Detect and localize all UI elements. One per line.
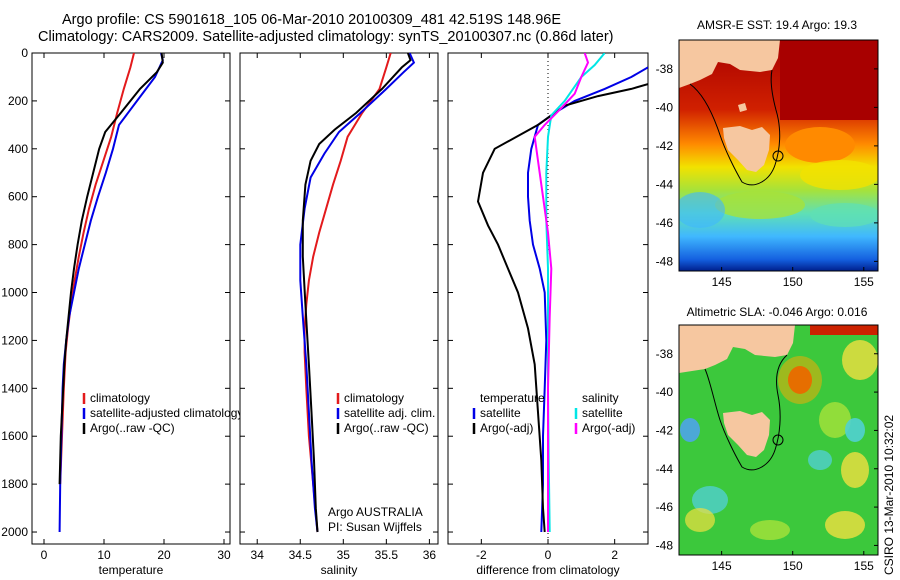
map-y-tick-label: -44 [656, 177, 674, 191]
series-line [527, 66, 648, 533]
y-tick-label: 2000 [1, 525, 28, 539]
series-line [301, 53, 412, 533]
y-tick-label: 1600 [1, 429, 28, 443]
y-tick-label: 800 [8, 238, 28, 252]
y-tick-label: 1200 [1, 333, 28, 347]
legend-label: climatology [344, 391, 404, 405]
x-tick-label: 30 [217, 548, 231, 562]
map-y-tick-label: -46 [656, 216, 674, 230]
x-tick-label: 0 [545, 548, 552, 562]
sst-tasmania [723, 126, 770, 172]
legend-label: satellite [582, 406, 623, 420]
x-tick-label: 35.5 [375, 548, 399, 562]
plot-frame [31, 52, 231, 545]
sla-map-title: Altimetric SLA: -0.046 Argo: 0.016 [687, 305, 868, 319]
sst-map-panel: AMSR-E SST: 19.4 Argo: 19.3 145 150 155 -38… [656, 18, 879, 289]
timestamp-stamp: CSIRO 13-Mar-2010 10:32:02 [882, 415, 896, 575]
x-tick-label: 36 [423, 548, 437, 562]
map-y-tick-label: -38 [656, 62, 674, 76]
series-line [476, 83, 648, 533]
map-y-tick-label: -42 [656, 139, 674, 153]
x-tick-label: 10 [97, 548, 111, 562]
legend-label: Argo(..raw -QC) [344, 421, 429, 435]
sla-argo-marker [772, 434, 784, 446]
legend-label: Argo(-adj) [582, 421, 635, 435]
x-tick-label: 34 [251, 548, 265, 562]
map-y-tick-label: -42 [656, 423, 674, 437]
sst-heatmap [679, 40, 878, 271]
y-tick-label: 0 [21, 46, 28, 60]
y-tick-label: 1000 [1, 286, 28, 300]
y-tick-label: 1800 [1, 477, 28, 491]
y-tick-label: 400 [8, 142, 28, 156]
sla-heatmap [679, 325, 878, 555]
credit-line2: PI: Susan Wijffels [328, 520, 422, 534]
x-axis-label: salinity [321, 563, 358, 577]
legend-label: Argo(-adj) [480, 421, 533, 435]
x-tick-label: 34.5 [289, 548, 313, 562]
x-tick-label: 0 [41, 548, 48, 562]
x-tick-label: 20 [157, 548, 171, 562]
map-x-tick-label: 155 [854, 559, 874, 573]
salinity-profile-panel: 34 34.5 35 35.5 36 salinity climatologysatelli… [239, 52, 439, 577]
map-y-tick-label: -38 [656, 347, 674, 361]
x-axis-label: difference from climatology [476, 563, 619, 577]
map-y-tick-label: -48 [656, 538, 674, 552]
map-x-tick-label: 150 [783, 275, 803, 289]
map-y-tick-label: -44 [656, 462, 674, 476]
map-x-tick-label: 155 [854, 275, 874, 289]
figure-title-line2: Climatology: CARS2009. Satellite-adjuste… [38, 29, 614, 45]
legend-label: temperature [480, 391, 545, 405]
figure-title-line1: Argo profile: CS 5901618_105 06-Mar-2010… [62, 12, 562, 28]
x-tick-label: -2 [476, 548, 487, 562]
sla-tasmania [723, 411, 770, 457]
legend-label: climatology [90, 391, 150, 405]
x-tick-label: 2 [611, 548, 618, 562]
credit-line1: Argo AUSTRALIA [328, 505, 423, 519]
legend-label: satellite adj. clim. [344, 406, 435, 420]
sst-map-title: AMSR-E SST: 19.4 Argo: 19.3 [697, 18, 857, 32]
legend-label: salinity [582, 391, 619, 405]
x-tick-label: 35 [337, 548, 351, 562]
y-tick-label: 1400 [1, 381, 28, 395]
y-tick-label: 200 [8, 94, 28, 108]
map-y-tick-label: -48 [656, 254, 674, 268]
map-x-tick-label: 145 [712, 559, 732, 573]
sst-argo-marker [772, 150, 784, 162]
y-tick-label: 600 [8, 190, 28, 204]
series-line [58, 53, 164, 485]
sst-land [679, 40, 780, 88]
legend-label: satellite-adjusted climatology [90, 406, 243, 420]
map-y-tick-label: -40 [656, 385, 674, 399]
x-axis-label: temperature [99, 563, 164, 577]
legend-label: satellite [480, 406, 521, 420]
temperature-profile-panel: 0 10 20 30 0 200 400 600 800 1000 1200 1400 1600 1800… [1, 46, 243, 577]
map-x-tick-label: 145 [712, 275, 732, 289]
series-line [533, 53, 590, 532]
legend-label: Argo(..raw -QC) [90, 421, 175, 435]
sla-land [679, 325, 795, 373]
map-y-tick-label: -40 [656, 100, 674, 114]
sla-map-panel: Altimetric SLA: -0.046 Argo: 0.016 145 15… [656, 305, 879, 573]
plot-frame [239, 52, 439, 545]
map-y-tick-label: -46 [656, 500, 674, 514]
map-x-tick-label: 150 [783, 559, 803, 573]
